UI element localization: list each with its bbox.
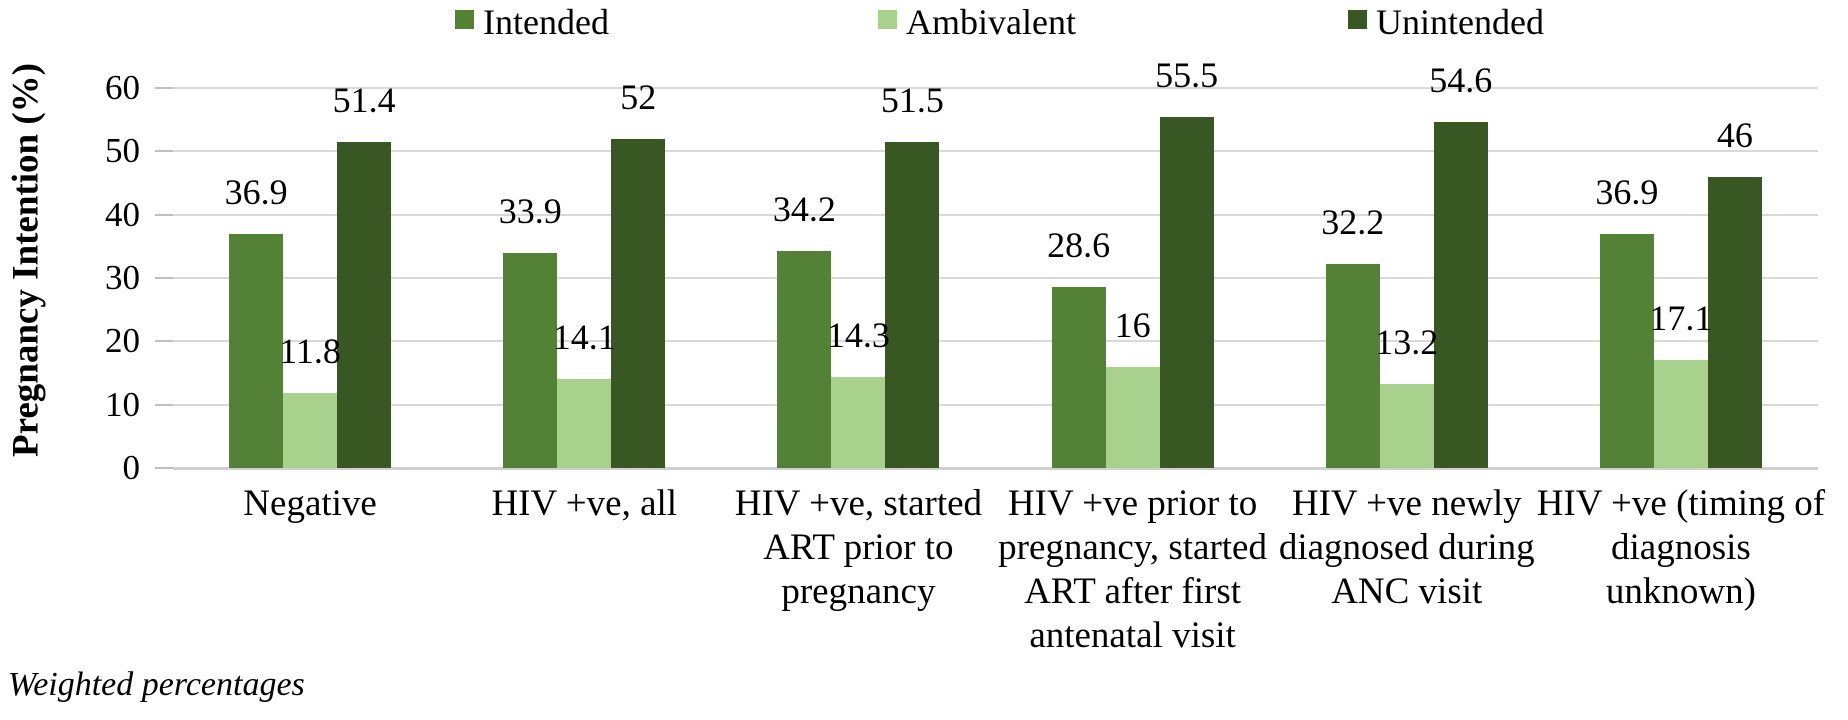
- bar-unintended-0: [337, 142, 392, 468]
- y-axis-tick-label: 60: [105, 68, 140, 107]
- bar-unintended-1: [611, 138, 666, 468]
- y-axis-tick: [155, 213, 173, 216]
- x-axis-label: HIV +ve, all: [491, 483, 678, 524]
- x-axis-line: [173, 467, 1818, 470]
- bar-unintended-5: [1707, 176, 1762, 468]
- bar-unintended-4: [1433, 122, 1488, 468]
- data-label: 36.9: [224, 172, 288, 213]
- data-label: 33.9: [498, 191, 562, 232]
- legend-label-intended: Intended: [483, 2, 609, 42]
- legend-label-unintended: Unintended: [1376, 2, 1544, 42]
- y-axis-tick: [155, 467, 173, 469]
- data-label: 32.2: [1321, 202, 1385, 243]
- bar-intended-1: [503, 253, 558, 468]
- gridline: [173, 150, 1818, 153]
- caption: Weighted percentages: [8, 666, 305, 703]
- y-axis-tick: [155, 403, 173, 406]
- data-label: 16: [1114, 304, 1151, 345]
- bar-ambivalent-3: [1105, 366, 1160, 468]
- bar-intended-3: [1051, 286, 1106, 468]
- data-label: 28.6: [1047, 224, 1111, 265]
- bar-unintended-2: [885, 141, 940, 468]
- legend-item-ambivalent: Ambivalent: [878, 2, 1076, 42]
- data-label: 17.1: [1649, 297, 1713, 338]
- gridline: [173, 277, 1818, 279]
- legend-label-ambivalent: Ambivalent: [906, 2, 1076, 42]
- y-axis-tick-label: 10: [105, 384, 140, 424]
- data-label: 36.9: [1595, 172, 1659, 213]
- data-label: 14.3: [826, 315, 890, 356]
- y-axis-tick-label: 40: [105, 194, 140, 234]
- bar-ambivalent-0: [283, 393, 338, 468]
- y-axis-title: Pregnancy Intention (%): [5, 63, 47, 457]
- data-label: 11.8: [279, 331, 341, 372]
- x-axis-label: HIV +ve, started ART prior to pregnancy: [734, 483, 983, 612]
- legend-item-unintended: Unintended: [1348, 2, 1544, 42]
- data-label: 51.5: [880, 79, 944, 120]
- x-axis-label: Negative: [243, 483, 377, 524]
- y-axis-tick: [155, 340, 173, 343]
- x-axis-label: HIV +ve prior to pregnancy, started ART …: [998, 483, 1267, 656]
- y-axis-tick: [155, 87, 173, 89]
- data-label: 14.1: [552, 316, 616, 357]
- gridline: [173, 87, 1818, 89]
- gridline: [173, 340, 1818, 343]
- x-axis-label: HIV +ve (timing of diagnosis unknown): [1536, 483, 1826, 612]
- intended-swatch-icon: [455, 10, 474, 29]
- bar-ambivalent-1: [557, 378, 612, 468]
- data-label: 55.5: [1155, 54, 1219, 95]
- bar-unintended-3: [1159, 116, 1214, 468]
- bar-ambivalent-4: [1379, 384, 1434, 468]
- bar-intended-5: [1599, 234, 1654, 468]
- data-label: 46: [1716, 114, 1753, 155]
- bar-ambivalent-2: [831, 377, 886, 468]
- y-axis-tick-label: 50: [105, 131, 140, 171]
- data-label: 13.2: [1375, 322, 1439, 363]
- bar-ambivalent-5: [1653, 359, 1708, 468]
- data-label: 51.4: [332, 80, 396, 121]
- y-axis-tick-label: 20: [105, 321, 140, 361]
- y-axis-tick: [155, 277, 173, 279]
- data-label: 34.2: [772, 189, 836, 230]
- gridline: [173, 403, 1818, 406]
- y-axis-tick-label: 0: [122, 448, 141, 487]
- x-axis-label: HIV +ve newly diagnosed during ANC visit: [1278, 483, 1535, 612]
- y-axis-tick-label: 30: [105, 258, 140, 297]
- data-label: 52: [620, 76, 657, 117]
- bar-intended-0: [229, 234, 284, 468]
- ambivalent-swatch-icon: [878, 10, 897, 29]
- data-label: 54.6: [1429, 60, 1493, 101]
- bar-intended-4: [1325, 264, 1380, 468]
- unintended-swatch-icon: [1348, 10, 1367, 29]
- legend-item-intended: Intended: [455, 2, 609, 42]
- y-axis-tick: [155, 150, 173, 153]
- gridline: [173, 213, 1818, 216]
- bar-intended-2: [777, 251, 832, 468]
